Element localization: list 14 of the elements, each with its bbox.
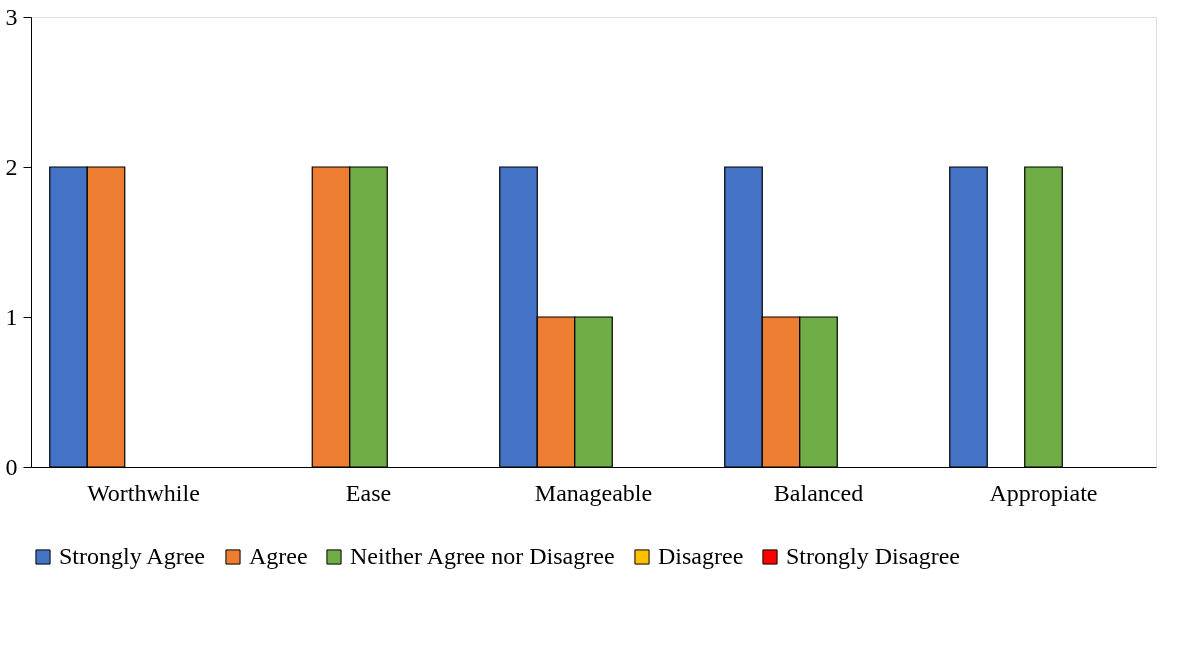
- legend-label: Disagree: [658, 543, 744, 569]
- legend-label: Agree: [249, 543, 308, 569]
- legend-label: Strongly Agree: [59, 543, 205, 569]
- x-tick-label: Manageable: [534, 479, 653, 506]
- y-tick-label: 0: [5, 453, 18, 480]
- x-tick-label: Worthwhile: [87, 479, 200, 506]
- x-tick-label: Ease: [345, 479, 392, 506]
- legend-label: Neither Agree nor Disagree: [350, 543, 615, 569]
- x-tick-label: Balanced: [773, 479, 864, 506]
- y-tick-label: 2: [5, 153, 18, 180]
- x-tick-label: Appropiate: [989, 479, 1098, 506]
- legend-label: Strongly Disagree: [786, 543, 960, 569]
- y-tick-label: 1: [5, 303, 18, 330]
- y-tick-label: 3: [5, 3, 18, 30]
